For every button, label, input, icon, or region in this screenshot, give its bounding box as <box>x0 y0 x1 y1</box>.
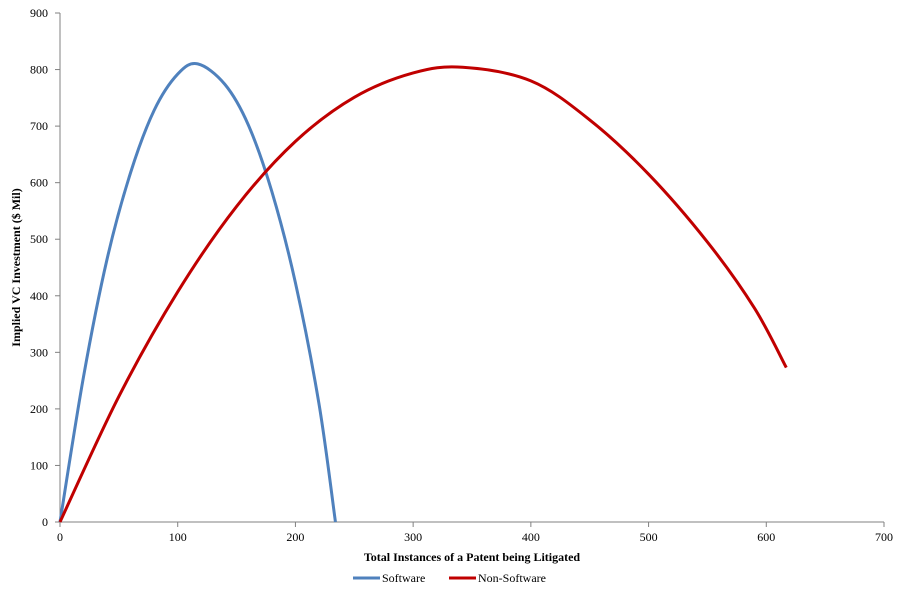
x-ticks: 0 100 200 300 400 500 600 700 <box>57 522 893 544</box>
y-tick-label: 700 <box>30 119 48 133</box>
legend: Software Non-Software <box>353 571 546 585</box>
series-line-software <box>58 62 337 523</box>
y-tick-label: 100 <box>30 458 48 472</box>
y-tick-label: 500 <box>30 232 48 246</box>
x-tick-label: 300 <box>404 530 422 544</box>
legend-label-non-software: Non-Software <box>478 571 546 585</box>
x-tick-label: 700 <box>875 530 893 544</box>
x-tick-label: 400 <box>522 530 540 544</box>
series-layer <box>58 62 788 523</box>
y-axis-title: Implied VC Investment ($ Mil) <box>9 188 23 346</box>
y-tick-label: 200 <box>30 402 48 416</box>
y-tick-label: 600 <box>30 176 48 190</box>
x-tick-label: 0 <box>57 530 63 544</box>
legend-label-software: Software <box>382 571 425 585</box>
x-axis-title: Total Instances of a Patent being Litiga… <box>364 550 581 564</box>
y-tick-label: 400 <box>30 289 48 303</box>
x-tick-label: 100 <box>169 530 187 544</box>
x-tick-label: 500 <box>640 530 658 544</box>
y-tick-label: 300 <box>30 345 48 359</box>
y-tick-label: 0 <box>42 515 48 529</box>
x-tick-label: 600 <box>757 530 775 544</box>
y-ticks: 0 100 200 300 400 500 600 700 800 900 <box>30 6 60 529</box>
axes: 0 100 200 300 400 500 600 700 800 900 0 100 200 300 4… <box>30 6 893 544</box>
y-tick-label: 900 <box>30 6 48 20</box>
y-tick-label: 800 <box>30 63 48 77</box>
x-tick-label: 200 <box>286 530 304 544</box>
series-line-non-software <box>58 65 788 523</box>
